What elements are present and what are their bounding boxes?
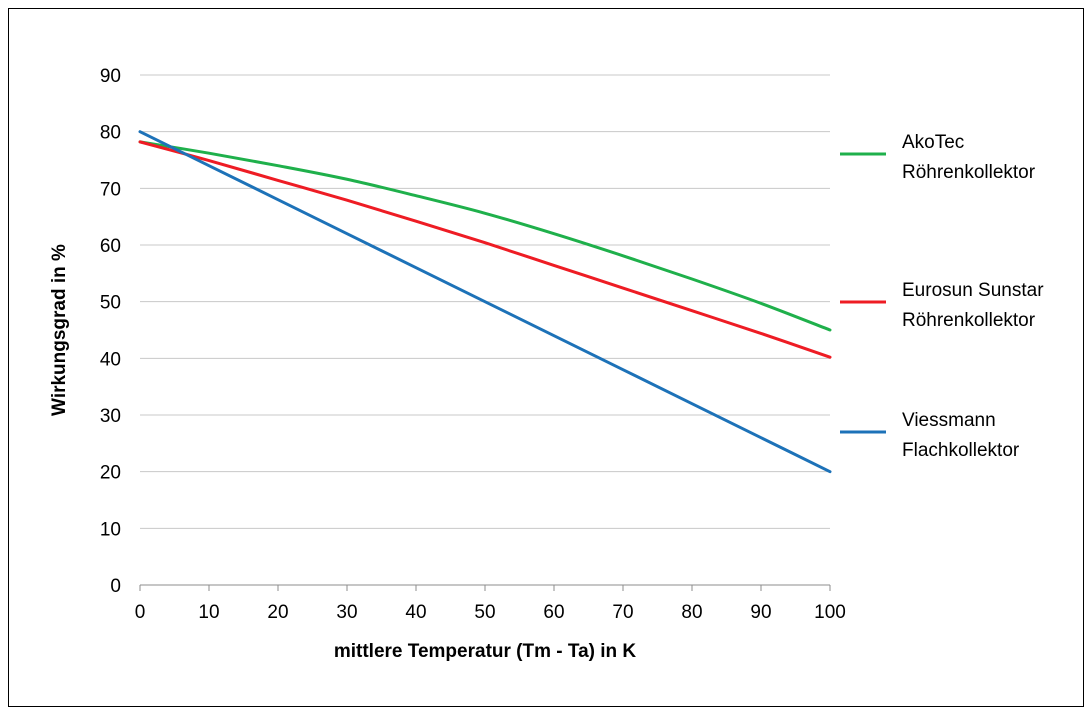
x-tick-label: 60 bbox=[543, 602, 564, 623]
y-axis-title: Wirkungsgrad in % bbox=[49, 244, 70, 416]
x-tick-label: 20 bbox=[267, 602, 288, 623]
x-axis-title: mittlere Temperatur (Tm - Ta) in K bbox=[334, 641, 637, 662]
series-line-3 bbox=[138, 130, 832, 474]
legend-label-3: Viessmann bbox=[902, 410, 996, 431]
y-tick-label: 0 bbox=[110, 576, 121, 597]
y-tick-label: 30 bbox=[100, 406, 121, 427]
x-tick-label: 70 bbox=[612, 602, 633, 623]
x-tick-label: 90 bbox=[750, 602, 771, 623]
y-tick-label: 70 bbox=[100, 179, 121, 200]
series-layer bbox=[138, 130, 832, 474]
y-tick-label: 50 bbox=[100, 293, 121, 314]
line-chart: 0 10 20 30 40 50 60 70 80 90 0 10 20 30 40 50 60 70 80 90 10… bbox=[49, 66, 1044, 662]
series-line-2 bbox=[138, 140, 832, 359]
axis-layer: 0 10 20 30 40 50 60 70 80 90 0 10 20 30 40 50 60 70 80 90 10… bbox=[100, 66, 846, 623]
x-tick-label: 80 bbox=[681, 602, 702, 623]
y-tick-label: 20 bbox=[100, 463, 121, 484]
legend-label-1: AkoTec bbox=[902, 132, 964, 153]
x-tick-label: 40 bbox=[405, 602, 426, 623]
legend-label-3: Flachkollektor bbox=[902, 440, 1020, 461]
y-tick-label: 40 bbox=[100, 349, 121, 370]
x-tick-label: 30 bbox=[336, 602, 357, 623]
legend-label-2: Röhrenkollektor bbox=[902, 310, 1036, 331]
x-tick-label: 50 bbox=[474, 602, 495, 623]
legend-layer: AkoTec Röhrenkollektor Eurosun Sunstar Röhr… bbox=[840, 132, 1044, 461]
x-tick-label: 0 bbox=[135, 602, 146, 623]
y-tick-label: 60 bbox=[100, 236, 121, 257]
legend-label-2: Eurosun Sunstar bbox=[902, 280, 1044, 301]
y-tick-label: 80 bbox=[100, 123, 121, 144]
series-line-1 bbox=[138, 140, 832, 332]
chart-frame: 0 10 20 30 40 50 60 70 80 90 0 10 20 30 40 50 60 70 80 90 10… bbox=[8, 8, 1084, 707]
x-tick-label: 100 bbox=[814, 602, 846, 623]
y-tick-label: 90 bbox=[100, 66, 121, 87]
legend-label-1: Röhrenkollektor bbox=[902, 162, 1036, 183]
y-tick-label: 10 bbox=[100, 519, 121, 540]
x-tick-label: 10 bbox=[198, 602, 219, 623]
